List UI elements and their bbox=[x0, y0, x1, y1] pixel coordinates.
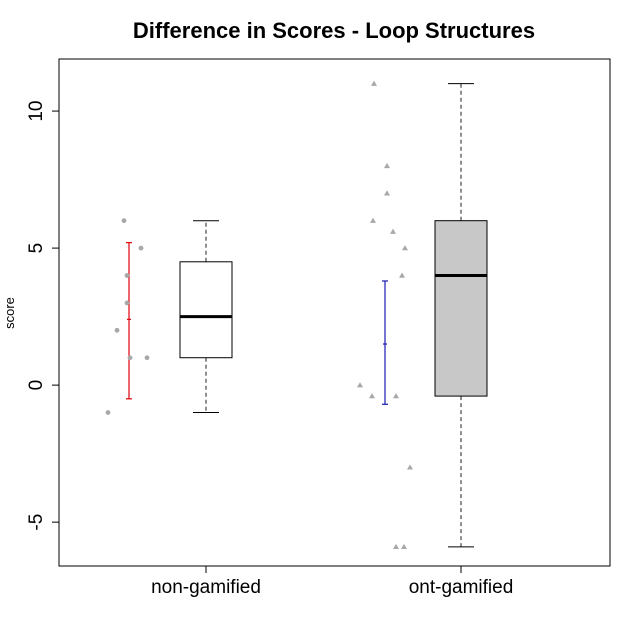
data-point bbox=[138, 245, 144, 251]
x-axis: non-gamified ont-gamified bbox=[151, 565, 514, 598]
data-point bbox=[121, 218, 127, 224]
data-point bbox=[105, 410, 111, 415]
data-point bbox=[124, 300, 130, 306]
plot-marks bbox=[105, 80, 488, 550]
y-axis-label: score bbox=[2, 297, 17, 329]
y-axis: -5 0 5 10 bbox=[26, 100, 60, 531]
data-point bbox=[127, 355, 133, 361]
x-tick-label: non-gamified bbox=[151, 577, 261, 598]
group-1 bbox=[357, 80, 488, 550]
y-tick-label: 5 bbox=[26, 243, 47, 254]
data-point bbox=[393, 543, 399, 550]
data-point bbox=[399, 272, 405, 278]
data-point bbox=[407, 464, 413, 470]
x-tick-label: ont-gamified bbox=[409, 577, 514, 598]
data-point bbox=[144, 355, 150, 361]
data-point bbox=[384, 190, 390, 196]
plot-frame bbox=[58, 58, 611, 567]
group-0 bbox=[105, 218, 233, 415]
box bbox=[179, 261, 233, 359]
y-tick-label: -5 bbox=[26, 514, 47, 531]
data-point bbox=[402, 245, 408, 251]
data-point bbox=[393, 393, 399, 399]
data-point bbox=[370, 217, 376, 223]
data-point bbox=[124, 273, 130, 278]
data-point bbox=[357, 382, 363, 388]
data-point bbox=[390, 228, 396, 234]
data-point bbox=[384, 162, 390, 169]
y-tick-label: 0 bbox=[26, 380, 47, 391]
chart-title: Difference in Scores - Loop Structures bbox=[133, 18, 535, 43]
data-point bbox=[114, 327, 120, 333]
y-tick-label: 10 bbox=[26, 100, 47, 121]
box bbox=[434, 220, 488, 397]
data-point bbox=[401, 543, 407, 550]
data-point bbox=[371, 80, 377, 86]
data-point bbox=[369, 393, 375, 399]
